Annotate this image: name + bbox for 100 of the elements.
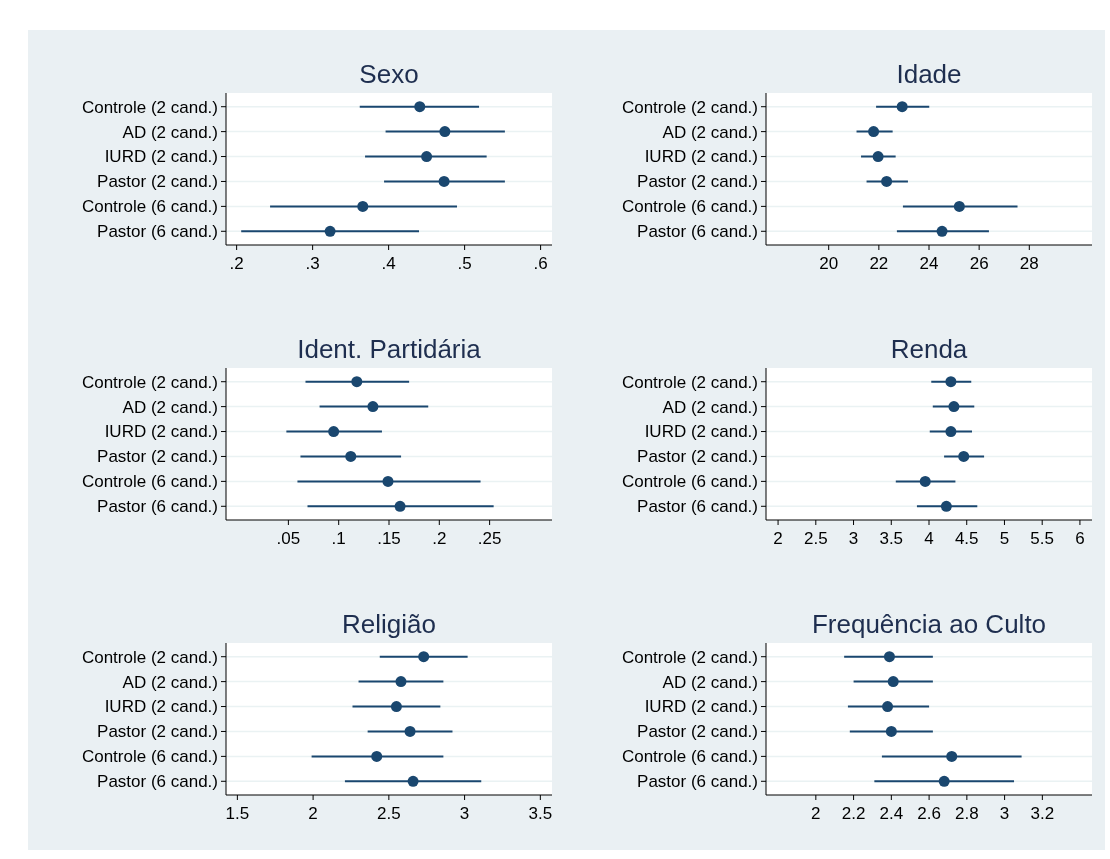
y-tick-label: AD (2 cand.) (662, 122, 758, 142)
x-tick-label: .2 (229, 254, 244, 273)
x-tick-label: 2.8 (955, 804, 979, 823)
point (896, 101, 908, 113)
point (324, 225, 336, 237)
y-tick-label: IURD (2 cand.) (644, 147, 758, 167)
x-tick-label: 22 (869, 254, 889, 273)
point (439, 126, 451, 138)
x-tick-label: .25 (477, 529, 502, 548)
x-tick-label: 2.4 (879, 804, 904, 823)
y-tick-label: Pastor (6 cand.) (637, 497, 758, 517)
x-tick-label: 2.6 (917, 804, 941, 823)
y-tick-label: Pastor (6 cand.) (97, 772, 218, 792)
y-tick-label: Controle (2 cand.) (621, 647, 758, 667)
point (407, 775, 419, 787)
x-tick-label: .5 (457, 254, 472, 273)
x-tick-label: .6 (533, 254, 548, 273)
point (885, 725, 897, 737)
y-tick-label: Pastor (2 cand.) (97, 447, 218, 467)
y-tick-label: Pastor (6 cand.) (637, 772, 758, 792)
x-tick-label: 28 (1019, 254, 1039, 273)
x-tick-label: 2.5 (377, 804, 401, 823)
y-tick-label: Controle (2 cand.) (81, 97, 218, 117)
point (367, 401, 379, 413)
x-tick-label: .3 (305, 254, 320, 273)
y-tick-label: Controle (6 cand.) (81, 472, 218, 492)
point (404, 725, 416, 737)
x-tick-label: 2 (773, 529, 783, 548)
point (328, 426, 340, 438)
y-tick-label: Controle (6 cand.) (621, 472, 758, 492)
point (418, 651, 430, 663)
point (390, 701, 402, 713)
x-tick-label: 3 (459, 804, 470, 823)
y-tick-label: IURD (2 cand.) (104, 422, 218, 442)
y-tick-label: AD (2 cand.) (122, 397, 218, 417)
y-tick-label: AD (2 cand.) (122, 122, 218, 142)
y-tick-label: Controle (6 cand.) (81, 197, 218, 217)
point (395, 676, 407, 688)
x-tick-label: 3 (999, 804, 1010, 823)
y-tick-label: Pastor (2 cand.) (637, 172, 758, 192)
point (421, 151, 433, 163)
x-tick-label: .1 (331, 529, 346, 548)
point (948, 401, 960, 413)
x-tick-label: 3 (848, 529, 859, 548)
y-tick-label: IURD (2 cand.) (104, 147, 218, 167)
x-tick-label: 2.5 (803, 529, 828, 548)
y-tick-label: Controle (6 cand.) (621, 197, 758, 217)
x-tick-label: 6 (1075, 529, 1085, 548)
chart-title: Sexo (359, 59, 419, 89)
point (414, 101, 426, 113)
y-tick-label: Pastor (2 cand.) (637, 447, 758, 467)
y-tick-label: IURD (2 cand.) (644, 697, 758, 717)
x-tick-label: .15 (377, 529, 401, 548)
point (438, 175, 450, 187)
point (940, 500, 952, 512)
point (883, 651, 895, 663)
x-tick-label: 4 (924, 529, 934, 548)
point (351, 376, 363, 388)
point (919, 475, 931, 487)
y-tick-label: AD (2 cand.) (662, 397, 758, 417)
chart-title: Idade (896, 59, 962, 89)
point (882, 701, 894, 713)
point (371, 750, 383, 762)
point (394, 500, 406, 512)
y-tick-label: Pastor (2 cand.) (637, 722, 758, 742)
point (382, 475, 394, 487)
y-tick-label: IURD (2 cand.) (104, 697, 218, 717)
point (953, 200, 965, 212)
x-tick-label: 24 (919, 254, 939, 273)
y-tick-label: Pastor (2 cand.) (97, 172, 218, 192)
x-tick-label: .2 (432, 529, 447, 548)
y-tick-label: AD (2 cand.) (122, 672, 218, 692)
x-tick-label: 2 (811, 804, 821, 823)
x-tick-label: .05 (276, 529, 301, 548)
chart-title: Religião (342, 609, 436, 639)
x-tick-label: 4.5 (954, 529, 979, 548)
x-tick-label: 20 (819, 254, 839, 273)
y-tick-label: Pastor (6 cand.) (637, 222, 758, 242)
chart-title: Frequência ao Culto (811, 609, 1047, 639)
point (945, 376, 957, 388)
point (881, 175, 893, 187)
y-tick-label: Controle (6 cand.) (621, 747, 758, 767)
point (345, 450, 357, 462)
y-tick-label: AD (2 cand.) (662, 672, 758, 692)
y-tick-label: Pastor (6 cand.) (97, 222, 218, 242)
x-tick-label: 3.5 (528, 804, 553, 823)
y-tick-label: IURD (2 cand.) (644, 422, 758, 442)
y-tick-label: Controle (2 cand.) (621, 372, 758, 392)
point (868, 126, 880, 138)
x-tick-label: 2.2 (841, 804, 866, 823)
y-tick-label: Controle (2 cand.) (81, 372, 218, 392)
point (872, 151, 884, 163)
x-tick-label: 26 (969, 254, 989, 273)
x-tick-label: 5 (999, 529, 1010, 548)
point (938, 775, 950, 787)
x-tick-label: 3.5 (879, 529, 904, 548)
x-tick-label: 1.5 (225, 804, 250, 823)
x-tick-label: 2 (308, 804, 318, 823)
point (887, 676, 899, 688)
x-tick-label: .4 (381, 254, 396, 273)
